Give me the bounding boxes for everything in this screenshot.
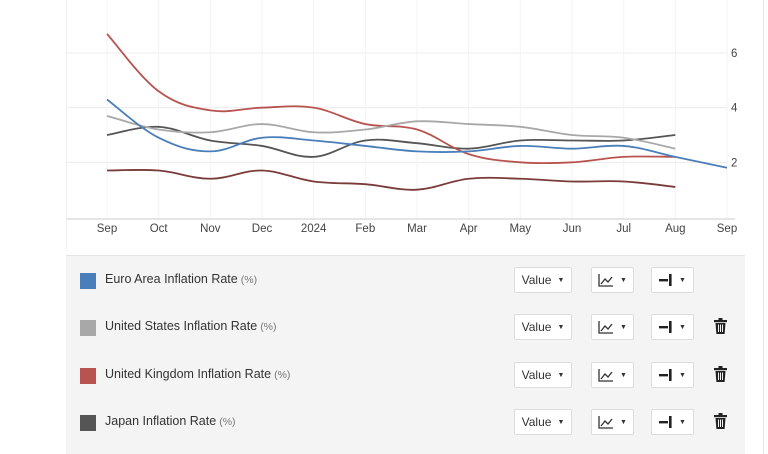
- trash-icon[interactable]: [714, 366, 728, 384]
- legend-panel: Euro Area Inflation Rate (%) Value ▼ ▼ ▼ Unite…: [66, 255, 745, 454]
- x-tick-label: Aug: [665, 223, 685, 235]
- axis-side-icon: [659, 416, 672, 428]
- caret-down-icon: ▼: [620, 323, 627, 331]
- axis-dropdown[interactable]: ▼: [651, 267, 694, 293]
- caret-down-icon: ▼: [557, 371, 565, 379]
- series-color-swatch[interactable]: [80, 368, 96, 384]
- axis-side-icon: [659, 274, 672, 286]
- axis-dropdown[interactable]: ▼: [651, 409, 694, 435]
- axis-side-icon: [659, 369, 672, 381]
- value-dropdown-label: Value: [521, 368, 552, 382]
- legend-row: Euro Area Inflation Rate (%) Value ▼ ▼ ▼: [66, 261, 745, 301]
- caret-down-icon: ▼: [557, 276, 565, 284]
- legend-row: United Kingdom Inflation Rate (%) Value ▼ ▼ ▼: [66, 356, 745, 396]
- x-tick-label: Feb: [355, 223, 375, 235]
- line-chart-icon: [598, 320, 614, 334]
- x-tick-label: Sep: [717, 223, 737, 235]
- x-tick-label: Dec: [252, 223, 273, 235]
- x-tick-label: Jun: [563, 223, 582, 235]
- x-tick-label: May: [509, 223, 531, 235]
- axis-dropdown[interactable]: ▼: [651, 314, 694, 340]
- series-color-swatch[interactable]: [80, 320, 96, 336]
- line-chart: Sep Oct Nov Dec 2024 Feb Mar Apr May Jun Jul Aug Sep…: [67, 0, 738, 235]
- series-name: Euro Area Inflation Rate: [105, 272, 238, 286]
- line-chart-icon: [598, 273, 614, 287]
- series-unit: (%): [240, 274, 258, 286]
- caret-down-icon: ▼: [620, 371, 627, 379]
- caret-down-icon: ▼: [620, 276, 627, 284]
- series-label[interactable]: Japan Inflation Rate (%): [105, 414, 236, 428]
- series-unit: (%): [260, 321, 277, 333]
- series-name: United Kingdom Inflation Rate: [105, 367, 272, 381]
- value-dropdown[interactable]: Value ▼: [514, 362, 572, 388]
- x-tick-label: Nov: [200, 223, 221, 235]
- chart-type-dropdown[interactable]: ▼: [591, 314, 634, 340]
- caret-down-icon: ▼: [620, 418, 627, 426]
- series-label[interactable]: Euro Area Inflation Rate (%): [105, 272, 257, 286]
- y-tick-label: 6: [731, 48, 737, 60]
- series-color-swatch[interactable]: [80, 273, 96, 289]
- series-color-swatch[interactable]: [80, 415, 96, 431]
- x-tick-label: Sep: [97, 223, 117, 235]
- value-dropdown-label: Value: [521, 320, 552, 334]
- series-line-united-states-inflation-rate: [106, 114, 676, 150]
- x-tick-label: 2024: [301, 223, 327, 235]
- x-tick-label: Mar: [407, 223, 427, 235]
- caret-down-icon: ▼: [557, 418, 565, 426]
- chart-type-dropdown[interactable]: ▼: [591, 267, 634, 293]
- caret-down-icon: ▼: [679, 276, 686, 284]
- series-label[interactable]: United States Inflation Rate (%): [105, 319, 277, 333]
- legend-row: Japan Inflation Rate (%) Value ▼ ▼ ▼: [66, 403, 745, 443]
- divider: [763, 0, 764, 454]
- series-name: United States Inflation Rate: [105, 319, 258, 333]
- trash-icon[interactable]: [714, 413, 728, 431]
- line-chart-icon: [598, 415, 614, 429]
- y-tick-label: 4: [731, 103, 738, 115]
- axis-dropdown[interactable]: ▼: [651, 362, 694, 388]
- caret-down-icon: ▼: [679, 323, 686, 331]
- series-line-japan-inflation-rate: [106, 125, 676, 158]
- series-line-euro-area-inflation-rate: [106, 98, 728, 169]
- series-unit: (%): [274, 369, 291, 381]
- value-dropdown[interactable]: Value ▼: [514, 267, 572, 293]
- value-dropdown[interactable]: Value ▼: [514, 409, 572, 435]
- x-tick-label: Jul: [616, 223, 631, 235]
- value-dropdown-label: Value: [521, 415, 552, 429]
- series-unit: (%): [219, 416, 236, 428]
- series-label[interactable]: United Kingdom Inflation Rate (%): [105, 367, 290, 381]
- value-dropdown-label: Value: [521, 273, 552, 287]
- chart-type-dropdown[interactable]: ▼: [591, 362, 634, 388]
- caret-down-icon: ▼: [679, 418, 686, 426]
- chart-panel: Sep Oct Nov Dec 2024 Feb Mar Apr May Jun Jul Aug Sep…: [66, 0, 746, 250]
- line-chart-icon: [598, 368, 614, 382]
- x-tick-label: Oct: [150, 223, 169, 235]
- chart-type-dropdown[interactable]: ▼: [591, 409, 634, 435]
- series-line-secondary: [106, 168, 676, 191]
- legend-row: United States Inflation Rate (%) Value ▼ ▼ ▼: [66, 308, 745, 348]
- axis-side-icon: [659, 321, 672, 333]
- x-tick-label: Apr: [460, 223, 478, 235]
- trash-icon[interactable]: [714, 318, 728, 336]
- caret-down-icon: ▼: [557, 323, 565, 331]
- caret-down-icon: ▼: [679, 371, 686, 379]
- value-dropdown[interactable]: Value ▼: [514, 314, 572, 340]
- series-name: Japan Inflation Rate: [105, 414, 217, 428]
- y-tick-label: 2: [731, 157, 737, 169]
